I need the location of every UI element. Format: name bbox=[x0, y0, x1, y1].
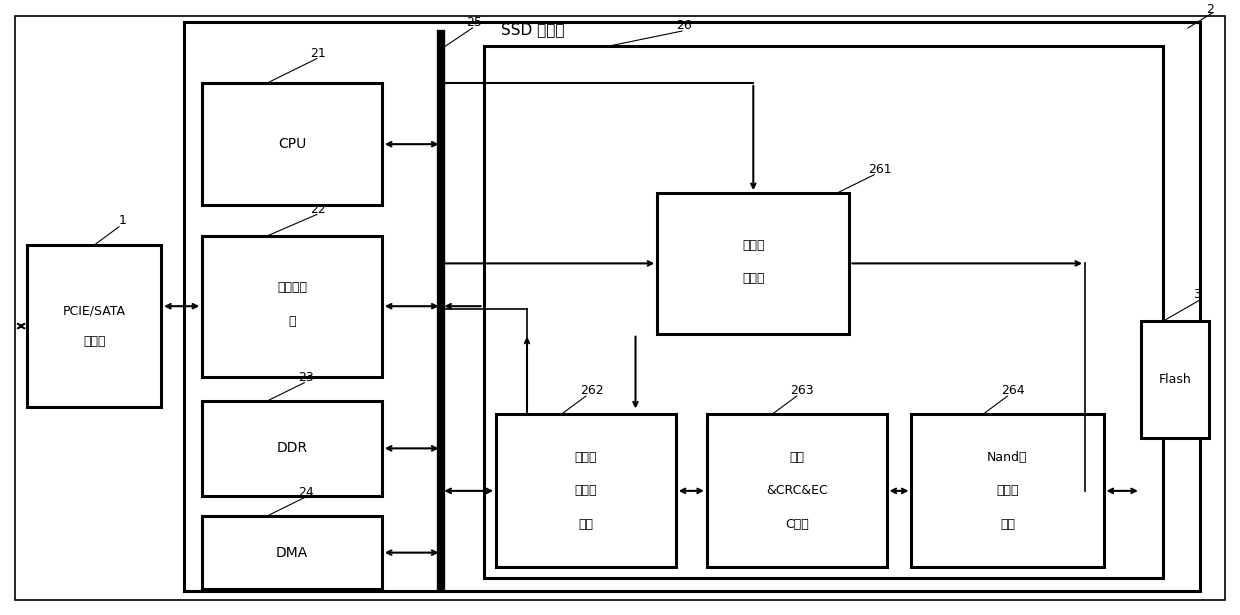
Text: PCIE/SATA: PCIE/SATA bbox=[63, 304, 125, 317]
Text: 3: 3 bbox=[1193, 288, 1202, 301]
Text: DMA: DMA bbox=[275, 546, 309, 560]
Text: 模块: 模块 bbox=[578, 518, 594, 531]
Text: 2: 2 bbox=[1207, 2, 1214, 16]
Text: 器: 器 bbox=[288, 315, 296, 328]
Bar bbox=[202, 516, 382, 589]
Bar bbox=[184, 22, 1200, 590]
Bar bbox=[707, 415, 887, 567]
Bar bbox=[484, 46, 1163, 578]
Bar bbox=[496, 415, 676, 567]
Text: 21: 21 bbox=[310, 47, 326, 60]
Text: C模块: C模块 bbox=[785, 518, 808, 531]
Text: 264: 264 bbox=[1002, 384, 1025, 397]
Text: 度模块: 度模块 bbox=[742, 272, 765, 285]
Text: 26: 26 bbox=[676, 19, 692, 32]
Text: 前端控制: 前端控制 bbox=[277, 282, 308, 295]
Bar bbox=[657, 193, 849, 334]
Text: 序控制: 序控制 bbox=[996, 485, 1019, 498]
Text: 控制器: 控制器 bbox=[83, 335, 105, 348]
Text: 22: 22 bbox=[310, 203, 326, 216]
Text: 加扰: 加扰 bbox=[789, 451, 805, 464]
Text: 命令调: 命令调 bbox=[742, 239, 765, 252]
Text: 模块: 模块 bbox=[999, 518, 1016, 531]
Bar bbox=[911, 415, 1104, 567]
Text: SSD 控制器: SSD 控制器 bbox=[501, 22, 565, 37]
Bar bbox=[1141, 322, 1209, 438]
Text: 输控制: 输控制 bbox=[574, 485, 598, 498]
Text: 数据传: 数据传 bbox=[574, 451, 598, 464]
Text: &CRC&EC: &CRC&EC bbox=[766, 485, 827, 498]
Bar bbox=[27, 245, 161, 407]
Text: 24: 24 bbox=[298, 486, 314, 499]
Text: 261: 261 bbox=[868, 163, 892, 176]
Bar bbox=[202, 83, 382, 205]
Text: 1: 1 bbox=[119, 214, 126, 227]
Text: 23: 23 bbox=[298, 371, 314, 384]
Text: DDR: DDR bbox=[277, 442, 308, 455]
Bar bbox=[202, 236, 382, 376]
Text: 25: 25 bbox=[466, 16, 482, 29]
Text: 263: 263 bbox=[791, 384, 815, 397]
Text: Nand时: Nand时 bbox=[987, 451, 1028, 464]
Text: CPU: CPU bbox=[278, 137, 306, 151]
Text: 262: 262 bbox=[580, 384, 604, 397]
Text: Flash: Flash bbox=[1158, 373, 1192, 386]
Bar bbox=[202, 401, 382, 496]
